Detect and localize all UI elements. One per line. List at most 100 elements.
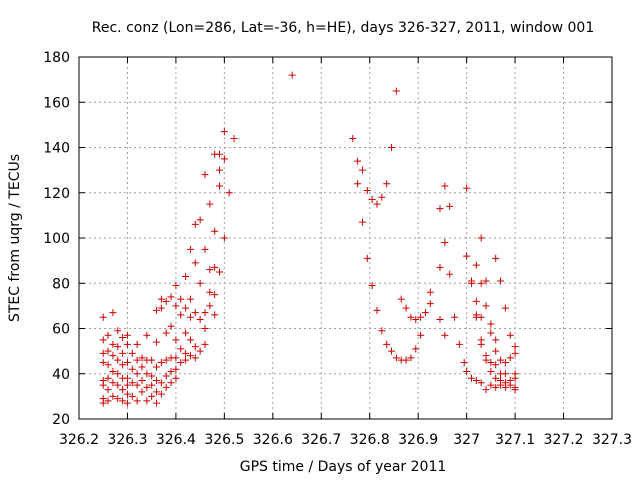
data-point (492, 383, 500, 391)
data-point (220, 234, 228, 242)
data-point (196, 216, 204, 224)
data-point (153, 306, 161, 314)
data-point (133, 356, 141, 364)
data-point (138, 354, 146, 362)
y-tick-label: 120 (43, 186, 70, 202)
data-point (436, 315, 444, 323)
data-point (426, 288, 434, 296)
y-axis-label: STEC from uqrg / TECUs (7, 154, 23, 322)
data-point (104, 386, 112, 394)
data-point (148, 372, 156, 380)
data-point (354, 157, 362, 165)
data-point (133, 370, 141, 378)
data-point (288, 71, 296, 79)
data-point (109, 309, 117, 317)
data-point (477, 279, 485, 287)
data-point (378, 193, 386, 201)
data-point (482, 386, 490, 394)
data-point (368, 282, 376, 290)
data-point (172, 354, 180, 362)
data-point (225, 189, 233, 197)
data-point (436, 263, 444, 271)
data-point (148, 381, 156, 389)
data-point (172, 302, 180, 310)
data-point (402, 356, 410, 364)
data-point (196, 315, 204, 323)
data-point (441, 239, 449, 247)
data-point (191, 220, 199, 228)
data-point (216, 150, 224, 158)
data-point (492, 336, 500, 344)
data-point (501, 304, 509, 312)
x-tick-label: 326.2 (59, 432, 99, 448)
data-point (388, 144, 396, 151)
data-point (177, 345, 185, 353)
data-point (201, 245, 209, 253)
x-tick-label: 327 (453, 432, 480, 448)
data-point (451, 313, 459, 321)
data-point (114, 395, 122, 403)
data-point (501, 370, 509, 378)
data-point (196, 347, 204, 355)
data-point (119, 397, 127, 405)
data-point (436, 205, 444, 213)
data-point (123, 374, 131, 382)
data-point (109, 367, 117, 375)
data-point (201, 340, 209, 348)
data-point (487, 381, 495, 389)
data-point (109, 392, 117, 400)
data-point (153, 388, 161, 396)
data-point (123, 381, 131, 389)
data-point (472, 377, 480, 385)
data-point (167, 293, 175, 301)
y-tick-label: 180 (43, 50, 70, 66)
data-point (417, 331, 425, 339)
data-point (114, 381, 122, 389)
data-point (123, 390, 131, 398)
data-point (441, 182, 449, 190)
data-point (157, 390, 165, 398)
data-point (133, 381, 141, 389)
data-point (412, 345, 420, 353)
data-point (177, 311, 185, 319)
data-point (446, 270, 454, 278)
data-point (104, 397, 112, 405)
data-point (109, 340, 117, 348)
data-point (211, 227, 219, 235)
data-point (482, 302, 490, 310)
data-point (383, 340, 391, 348)
data-point (104, 331, 112, 339)
data-point (492, 347, 500, 355)
data-point (363, 186, 371, 194)
data-point (220, 128, 228, 136)
data-point (206, 200, 214, 208)
x-tick-label: 326.3 (107, 432, 147, 448)
data-point (477, 234, 485, 242)
data-point (153, 377, 161, 385)
data-point (119, 386, 127, 394)
data-point (511, 386, 519, 394)
data-point (211, 311, 219, 319)
data-point (506, 354, 514, 362)
data-point (99, 349, 107, 357)
data-point (467, 279, 475, 287)
data-point (501, 383, 509, 391)
data-point (511, 374, 519, 382)
data-point (99, 358, 107, 366)
data-point (148, 356, 156, 364)
data-point (123, 331, 131, 339)
data-point (128, 349, 136, 357)
data-point (487, 367, 495, 375)
x-tick-label: 326.4 (156, 432, 196, 448)
data-point (412, 315, 420, 323)
axis-ticks: 326.2 326.3 326.4 326.5 326.6 326.7 326.8 326.9… (43, 50, 632, 448)
data-point (191, 354, 199, 362)
data-point (167, 379, 175, 387)
data-point (211, 291, 219, 299)
data-point (104, 374, 112, 382)
data-point (407, 313, 415, 321)
data-point (177, 358, 185, 366)
data-point (99, 399, 107, 407)
data-point (143, 397, 151, 405)
data-point (477, 340, 485, 348)
